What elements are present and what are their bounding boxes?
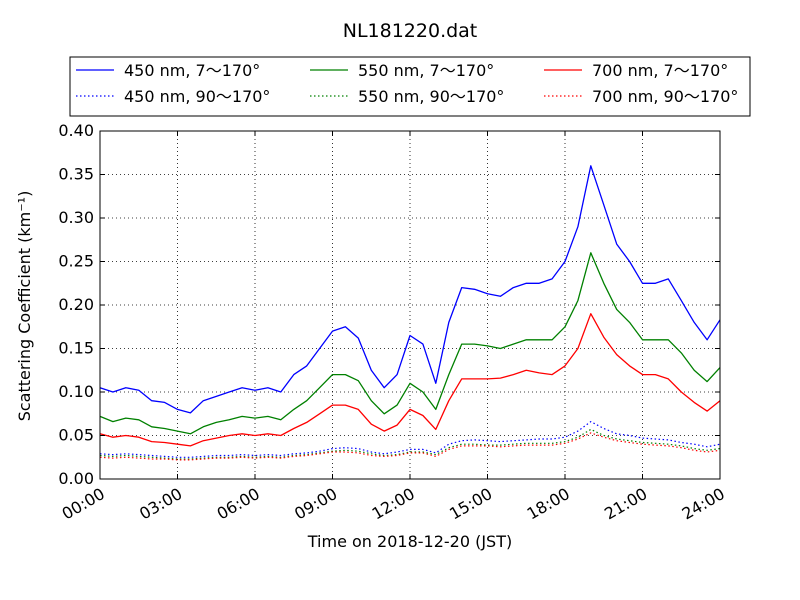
x-tick-label: 03:00 xyxy=(136,484,185,524)
x-tick-label: 06:00 xyxy=(214,484,263,524)
x-tick-label: 12:00 xyxy=(369,484,418,524)
chart-title: NL181220.dat xyxy=(343,20,478,42)
legend: 450 nm, 7～170° 550 nm, 7～170° 700 nm, 7～17… xyxy=(69,56,751,117)
x-tick-label: 09:00 xyxy=(291,484,340,524)
x-tick-label: 18:00 xyxy=(524,484,573,524)
x-tick-label: 00:00 xyxy=(59,484,108,524)
y-axis-label: Scattering Coefficient (km⁻¹) xyxy=(15,191,34,422)
series-lines xyxy=(99,165,721,461)
legend-box xyxy=(69,56,751,117)
y-tick-label: 0.30 xyxy=(58,208,94,227)
y-tick-label: 0.25 xyxy=(58,252,94,271)
grid-lines xyxy=(100,131,720,479)
series-line xyxy=(99,165,721,414)
axis-ticks: 00:00 03:00 06:00 09:00 12:00 15:00 18:00 21:00… xyxy=(58,121,728,524)
legend-label: 700 nm, 90～170° xyxy=(592,87,738,106)
x-tick-label: 24:00 xyxy=(679,484,728,524)
x-axis-label: Time on 2018-12-20 (JST) xyxy=(307,532,512,551)
y-tick-label: 0.15 xyxy=(58,339,94,358)
legend-label: 700 nm, 7～170° xyxy=(592,61,728,80)
y-tick-label: 0.00 xyxy=(58,469,94,488)
legend-label: 550 nm, 90～170° xyxy=(358,87,504,106)
y-tick-label: 0.40 xyxy=(58,121,94,140)
series-line xyxy=(99,432,721,461)
y-tick-label: 0.35 xyxy=(58,165,94,184)
x-tick-label: 15:00 xyxy=(446,484,495,524)
legend-label: 450 nm, 90～170° xyxy=(124,87,270,106)
x-tick-label: 21:00 xyxy=(601,484,650,524)
series-line xyxy=(99,252,721,435)
legend-label: 550 nm, 7～170° xyxy=(358,61,494,80)
y-tick-label: 0.05 xyxy=(58,426,94,445)
series-line xyxy=(99,313,721,447)
legend-label: 450 nm, 7～170° xyxy=(124,61,260,80)
y-tick-label: 0.20 xyxy=(58,295,94,314)
y-tick-label: 0.10 xyxy=(58,382,94,401)
